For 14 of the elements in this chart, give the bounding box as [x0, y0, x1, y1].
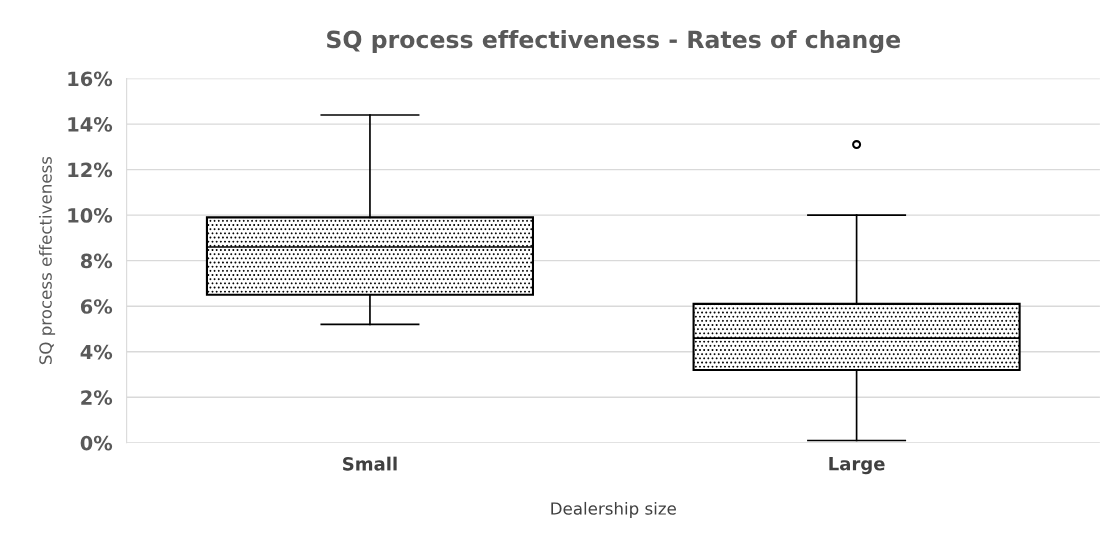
chart-title: SQ process effectiveness - Rates of change: [327, 30, 901, 54]
y-tick-label: 8%: [80, 253, 113, 269]
y-tick-label: 12%: [68, 162, 113, 178]
y-tick-label: 16%: [68, 71, 113, 87]
y-tick-label: 4%: [80, 344, 113, 360]
x-tick-label: Large: [829, 457, 885, 475]
x-axis-title: Dealership size: [551, 501, 676, 519]
y-tick-label: 10%: [68, 208, 113, 223]
y-tick-label: 6%: [80, 299, 113, 314]
y-axis-title: SQ process effectiveness: [38, 156, 56, 365]
x-tick-label: Small: [343, 456, 397, 471]
y-tick-label: 0%: [80, 435, 113, 451]
y-tick-label: 14%: [68, 117, 113, 132]
y-tick-label: 2%: [81, 390, 113, 405]
